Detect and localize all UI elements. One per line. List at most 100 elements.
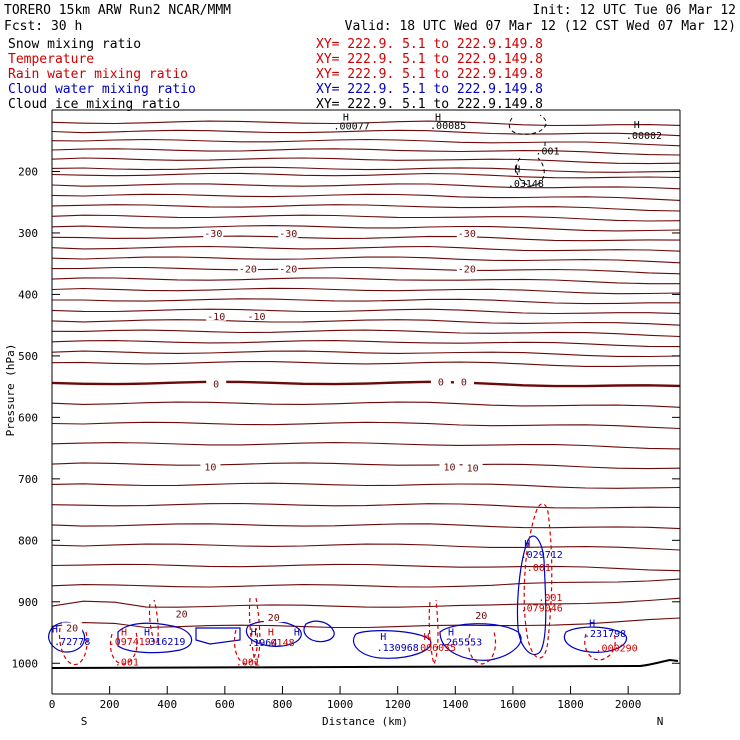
isotherm-line	[51, 442, 681, 450]
isotherm-line	[51, 138, 681, 147]
isotherm-line	[51, 148, 681, 156]
endpoint-north: N	[657, 715, 664, 728]
x-tick-label: 1200	[384, 698, 411, 711]
extremum-label: .029712	[521, 550, 563, 561]
cloud-water-contour-6	[352, 630, 432, 659]
isotherm-line	[51, 245, 681, 252]
temperature-isotherms	[51, 120, 681, 629]
rain-contours	[58, 503, 616, 669]
isotherm-label-bg	[456, 263, 477, 274]
extremum-label: .097419	[109, 637, 151, 648]
extremum-label: H	[380, 632, 386, 643]
extremum-label: .72778	[54, 637, 90, 648]
extremum-label: .001	[527, 563, 551, 574]
isotherm-line	[51, 319, 681, 326]
isotherm-label: -30	[204, 229, 222, 240]
legend-xy-cloud-ice: XY= 222.9. 5.1 to 222.9.149.8	[316, 97, 543, 112]
isotherm-line	[51, 172, 681, 179]
extremum-label: .001	[538, 593, 562, 604]
endpoint-south: S	[81, 715, 88, 728]
snow-contour-lower	[516, 157, 545, 187]
snow-contours	[508, 114, 547, 187]
isotherm-label: -20	[458, 264, 476, 275]
legend-name-cloud-water: Cloud water mixing ratio	[8, 82, 196, 97]
cloud-water-contour-3	[195, 627, 241, 645]
forecast-hour: Fcst: 30 h	[4, 19, 82, 34]
extremum-label: H	[634, 120, 640, 131]
y-tick-label: 500	[18, 350, 38, 363]
extremum-label: H	[343, 112, 349, 123]
isotherm-line	[51, 462, 681, 470]
isotherm-label: 10	[444, 462, 456, 473]
isotherm-line	[51, 287, 681, 295]
isotherm-label: -10	[248, 312, 266, 323]
snow-contour-upper	[508, 114, 547, 135]
y-tick-label: 800	[18, 534, 38, 547]
isotherm-label: 0	[461, 378, 467, 389]
extremum-label: .001	[115, 658, 139, 669]
x-tick-label: 1800	[557, 698, 584, 711]
isotherm-label-bg	[203, 227, 224, 238]
y-tick-label: 200	[18, 165, 38, 178]
extremum-label: .0148	[265, 638, 295, 649]
isotherm-line	[51, 401, 681, 408]
init-time: Init: 12 UTC Tue 06 Mar 12	[533, 3, 737, 18]
isotherm-label: 10	[467, 464, 479, 475]
rain-contour-5	[248, 597, 261, 669]
y-tick-label: 300	[18, 227, 38, 240]
isotherm-line	[51, 563, 681, 572]
x-tick-label: 200	[100, 698, 120, 711]
x-tick-label: 0	[49, 698, 56, 711]
isotherm-label: -20	[239, 264, 257, 275]
isotherm-line	[51, 204, 681, 212]
extremum-label: H	[435, 112, 441, 123]
isotherm-line	[51, 617, 681, 629]
isotherm-label-bg	[237, 263, 258, 274]
isotherm-label-bg	[263, 612, 284, 623]
extremum-label: H	[589, 618, 595, 629]
extremum-label: H	[514, 165, 520, 176]
isotherm-line	[51, 157, 681, 165]
x-tick-label: 600	[215, 698, 235, 711]
isotherm-line	[51, 380, 681, 388]
rain-contour-7	[467, 631, 497, 665]
isotherm-label-bg	[462, 462, 483, 473]
isotherm-label-bg	[200, 461, 221, 472]
isotherm-line	[51, 543, 681, 551]
extremum-label: .231798	[584, 629, 626, 640]
isotherm-label-bg	[439, 461, 460, 472]
rain-contour-6	[428, 599, 439, 666]
isotherm-line	[51, 361, 681, 367]
isotherm-line	[51, 329, 681, 338]
isotherm-label: 10	[204, 462, 216, 473]
legend-xy-cloud-water: XY= 222.9. 5.1 to 222.9.149.8	[316, 82, 543, 97]
extremum-label: .316219	[143, 637, 185, 648]
legend-xy-temperature: XY= 222.9. 5.1 to 222.9.149.8	[316, 52, 543, 67]
cloud-water-contour-9	[563, 626, 628, 653]
isotherm-label-bg	[246, 310, 267, 321]
isotherm-label: -30	[279, 229, 297, 240]
isotherm-label: -20	[279, 264, 297, 275]
isotherm-line	[51, 120, 681, 127]
chart-title: TORERO 15km ARW Run2 NCAR/MMM	[4, 3, 231, 18]
isotherm-line	[51, 340, 681, 348]
extremum-label: H	[52, 625, 58, 636]
extremum-label: H	[423, 632, 429, 643]
isotherm-label: 0	[438, 378, 444, 389]
extremum-label: H	[268, 628, 274, 639]
extremum-label: .03148	[508, 179, 544, 190]
isotherm-line	[51, 421, 681, 430]
extremum-label: .001	[535, 146, 559, 157]
rain-contour-2	[109, 631, 138, 665]
cloud-water-contour-7	[439, 623, 522, 661]
cloud-water-contour-2	[117, 622, 193, 654]
isotherm-line	[51, 225, 681, 232]
isotherm-line	[51, 308, 681, 315]
isotherm-line	[51, 256, 681, 264]
x-axis-label: Distance (km)	[322, 715, 408, 728]
isotherm-line	[51, 214, 681, 222]
isotherm-line	[51, 166, 681, 173]
contour-labels: -30 -30 -30 -20 -20 -20 -10 -10 0 0 0 10 10 10 20 20 20 2…	[52, 112, 662, 668]
